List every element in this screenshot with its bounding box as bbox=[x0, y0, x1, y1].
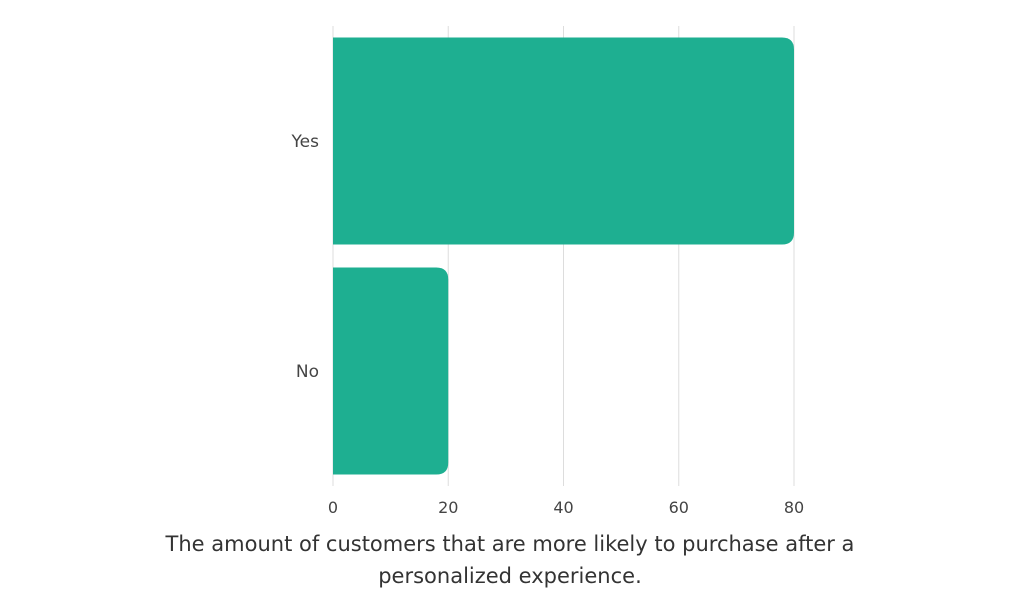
x-tick-label: 20 bbox=[438, 498, 458, 517]
chart-caption: The amount of customers that are more li… bbox=[165, 532, 855, 588]
bar-no bbox=[333, 267, 449, 475]
x-tick-label: 60 bbox=[669, 498, 689, 517]
bars bbox=[333, 37, 794, 475]
bar-yes bbox=[333, 37, 794, 245]
category-labels: Yes No bbox=[291, 132, 320, 382]
category-label-no: No bbox=[296, 362, 319, 382]
category-label-yes: Yes bbox=[291, 132, 320, 152]
x-tick-label: 40 bbox=[553, 498, 573, 517]
x-tick-label: 0 bbox=[328, 498, 338, 517]
x-tick-label: 80 bbox=[784, 498, 804, 517]
x-tick-labels: 0 20 40 60 80 bbox=[328, 498, 804, 517]
